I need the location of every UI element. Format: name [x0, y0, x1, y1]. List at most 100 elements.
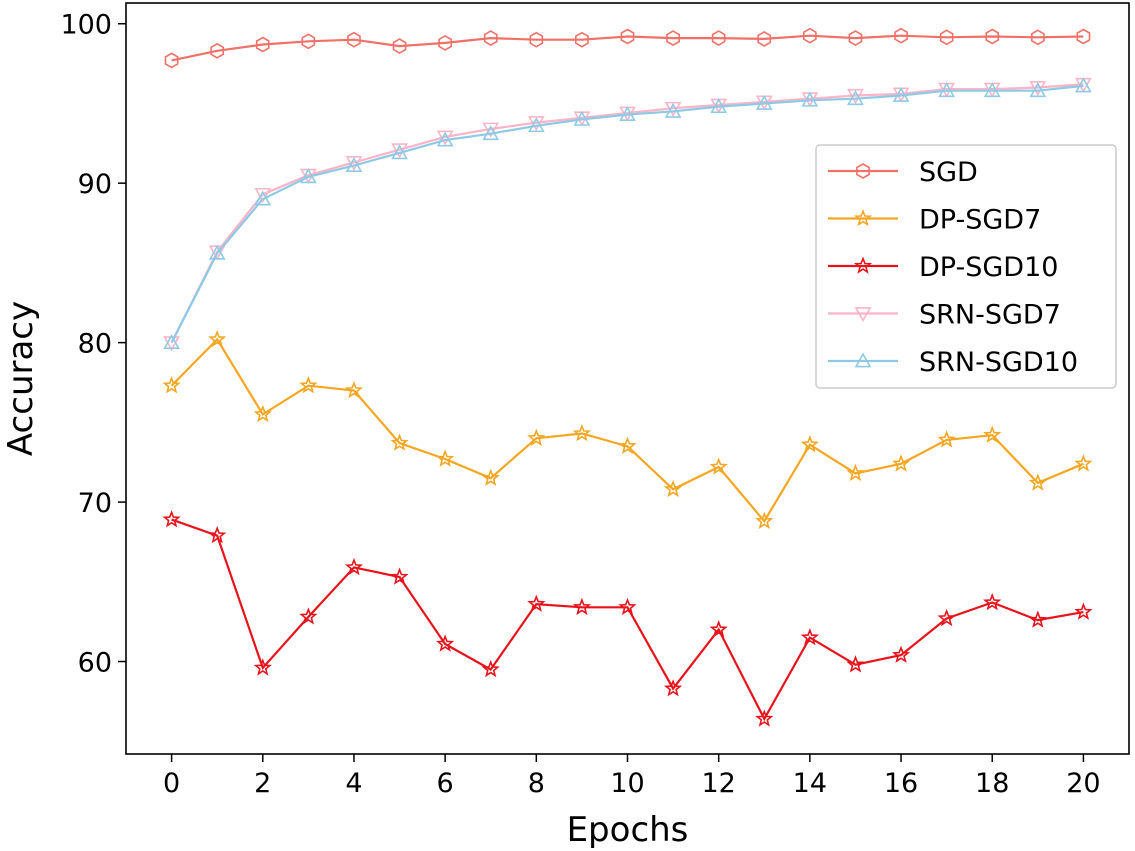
data-point [800, 435, 820, 453]
legend: SGD DP-SGD7 DP-SGD10 SRN-SGD7 SRN-SGD10 [815, 144, 1117, 389]
data-point [527, 594, 546, 612]
data-point [254, 190, 272, 206]
data-point [618, 597, 637, 616]
series-dp-sgd10 [162, 510, 1093, 727]
data-point [253, 404, 272, 423]
x-tick-label: 8 [528, 768, 545, 799]
x-axis-ticks: 0 2 4 6 8 10 12 14 16 18 20 [163, 754, 1101, 799]
data-point [619, 105, 636, 122]
x-tick-label: 16 [884, 768, 918, 799]
data-point [755, 94, 773, 110]
series-line [170, 84, 1084, 344]
data-point [483, 30, 498, 47]
data-point [1028, 473, 1047, 491]
data-point [711, 30, 726, 47]
data-point [801, 91, 819, 107]
data-point [344, 380, 363, 399]
data-point [846, 463, 865, 482]
legend-label: SRN-SGD7 [919, 300, 1061, 331]
x-axis-title: Epochs [567, 810, 689, 850]
data-point [618, 436, 637, 454]
data-point [253, 658, 272, 676]
data-point [663, 679, 683, 697]
data-point [482, 122, 500, 138]
data-point [1076, 28, 1091, 45]
legend-marker [856, 163, 870, 179]
data-point [846, 655, 865, 673]
legend-entry: SRN-SGD10 [828, 347, 1078, 378]
y-axis-ticks: 60 70 80 90 100 [60, 10, 126, 679]
data-point [663, 479, 683, 498]
series-line [170, 83, 1084, 344]
data-point [848, 30, 863, 47]
data-point [1028, 610, 1047, 628]
data-point [892, 645, 911, 663]
legend-entry: SGD [828, 157, 978, 188]
data-point [163, 333, 180, 350]
data-point [664, 102, 682, 118]
data-point [436, 130, 454, 146]
legend-entry: DP-SGD10 [828, 252, 1058, 283]
x-tick-label: 2 [254, 768, 271, 799]
data-point [482, 125, 500, 141]
data-point [892, 454, 911, 472]
data-point [391, 143, 408, 159]
x-tick-label: 14 [793, 768, 827, 799]
data-point [620, 28, 635, 45]
y-tick-label: 90 [78, 169, 112, 200]
data-point [574, 31, 589, 48]
series-layer [162, 27, 1093, 727]
data-point [344, 557, 363, 576]
data-point [438, 34, 453, 51]
data-point [709, 457, 728, 475]
data-point [802, 27, 817, 44]
legend-label: SGD [919, 157, 978, 188]
data-point [527, 117, 545, 133]
data-point [301, 33, 316, 50]
data-point [983, 82, 1001, 98]
series-srn-sgd10 [163, 77, 1092, 350]
legend-label: DP-SGD10 [919, 252, 1058, 283]
data-point [345, 156, 363, 173]
data-point [755, 709, 774, 727]
data-point [392, 38, 407, 55]
data-point [299, 376, 318, 394]
data-point [800, 628, 820, 646]
data-point [300, 168, 317, 184]
data-point [255, 36, 270, 53]
data-point [1029, 82, 1047, 98]
data-point [666, 30, 681, 47]
data-point [710, 97, 728, 114]
data-point [435, 449, 455, 467]
legend-box [815, 144, 1117, 389]
data-point [390, 567, 409, 585]
data-point [345, 156, 363, 172]
data-point [938, 82, 955, 98]
data-point [1074, 454, 1093, 472]
data-point [755, 511, 774, 529]
data-point [709, 620, 728, 638]
data-point [390, 433, 409, 451]
series-line [171, 518, 1084, 722]
y-tick-label: 60 [78, 648, 112, 679]
legend-label: DP-SGD7 [919, 205, 1041, 236]
x-tick-label: 6 [437, 768, 454, 799]
data-point [254, 187, 272, 203]
legend-label: SRN-SGD10 [919, 347, 1078, 378]
data-point [162, 510, 181, 528]
legend-entry: DP-SGD7 [828, 205, 1041, 236]
data-point [937, 430, 956, 448]
x-tick-label: 12 [702, 768, 736, 799]
legend-marker [854, 352, 872, 368]
data-point [573, 110, 591, 126]
data-point [847, 90, 864, 106]
data-point [208, 244, 226, 260]
legend-marker [853, 209, 873, 227]
data-point [1031, 29, 1045, 46]
data-point [757, 30, 772, 47]
data-point [983, 425, 1002, 443]
data-point [939, 29, 954, 46]
x-tick-label: 20 [1066, 768, 1100, 799]
data-point [164, 52, 179, 69]
data-point [481, 659, 500, 678]
